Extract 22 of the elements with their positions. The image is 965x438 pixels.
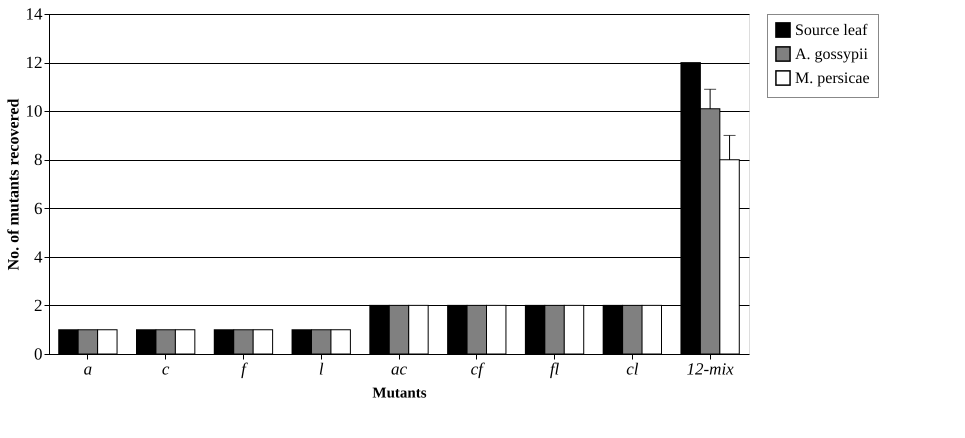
x-tick-label: c [162,360,170,378]
y-tick-label: 14 [26,4,43,24]
y-tick-label: 0 [34,344,42,364]
legend-label: M. persicae [795,70,870,87]
legend-label: Source leaf [795,22,868,39]
y-tick-label: 6 [34,198,42,218]
x-tick-label: cf [470,360,486,378]
x-tick-label: l [318,360,324,378]
x-tick-label: fl [550,360,560,378]
x-tick-label: 12-mix [686,360,734,378]
y-tick-label: 2 [34,296,42,315]
x-tick-label: cl [626,360,639,378]
x-tick-label: ac [390,360,408,378]
y-tick-label: 10 [26,102,42,121]
legend-label: A. gossypii [795,46,868,63]
y-tick-label: 12 [26,53,42,72]
y-tick-label: 4 [34,247,43,266]
y-tick-label: 8 [34,150,42,170]
y-axis-title: No. of mutants recovered [6,98,22,270]
x-axis-title: Mutants [372,386,427,402]
x-tick-label: a [84,360,92,378]
x-tick-label: f [241,360,248,378]
